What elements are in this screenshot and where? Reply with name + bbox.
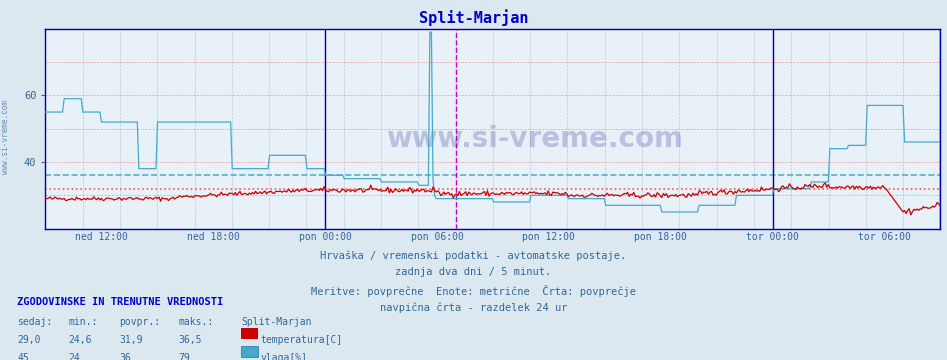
Text: 31,9: 31,9: [119, 335, 143, 345]
Text: 79: 79: [178, 353, 189, 360]
Text: pon 18:00: pon 18:00: [634, 232, 688, 242]
Text: tor 00:00: tor 00:00: [746, 232, 799, 242]
Text: Meritve: povprečne  Enote: metrične  Črta: povprečje: Meritve: povprečne Enote: metrične Črta:…: [311, 285, 636, 297]
Text: tor 06:00: tor 06:00: [858, 232, 911, 242]
Text: www.si-vreme.com: www.si-vreme.com: [1, 100, 10, 174]
Text: navpična črta - razdelek 24 ur: navpična črta - razdelek 24 ur: [380, 302, 567, 312]
Text: temperatura[C]: temperatura[C]: [260, 335, 343, 345]
Text: 36: 36: [119, 353, 131, 360]
Text: 24: 24: [68, 353, 80, 360]
Text: pon 06:00: pon 06:00: [411, 232, 463, 242]
Text: vlaga[%]: vlaga[%]: [260, 353, 308, 360]
Text: maks.:: maks.:: [178, 317, 213, 327]
Text: Split-Marjan: Split-Marjan: [241, 317, 312, 327]
Text: 45: 45: [17, 353, 28, 360]
Text: www.si-vreme.com: www.si-vreme.com: [385, 125, 683, 153]
Text: ZGODOVINSKE IN TRENUTNE VREDNOSTI: ZGODOVINSKE IN TRENUTNE VREDNOSTI: [17, 297, 223, 307]
Text: ned 18:00: ned 18:00: [187, 232, 240, 242]
Text: 24,6: 24,6: [68, 335, 92, 345]
Text: 29,0: 29,0: [17, 335, 41, 345]
Text: povpr.:: povpr.:: [119, 317, 160, 327]
Text: pon 00:00: pon 00:00: [298, 232, 351, 242]
Text: ned 12:00: ned 12:00: [75, 232, 128, 242]
Text: min.:: min.:: [68, 317, 98, 327]
Text: pon 12:00: pon 12:00: [523, 232, 575, 242]
Text: 36,5: 36,5: [178, 335, 202, 345]
Text: zadnja dva dni / 5 minut.: zadnja dva dni / 5 minut.: [396, 267, 551, 278]
Text: Hrvaška / vremenski podatki - avtomatske postaje.: Hrvaška / vremenski podatki - avtomatske…: [320, 250, 627, 261]
Text: Split-Marjan: Split-Marjan: [419, 9, 528, 26]
Text: sedaj:: sedaj:: [17, 317, 52, 327]
